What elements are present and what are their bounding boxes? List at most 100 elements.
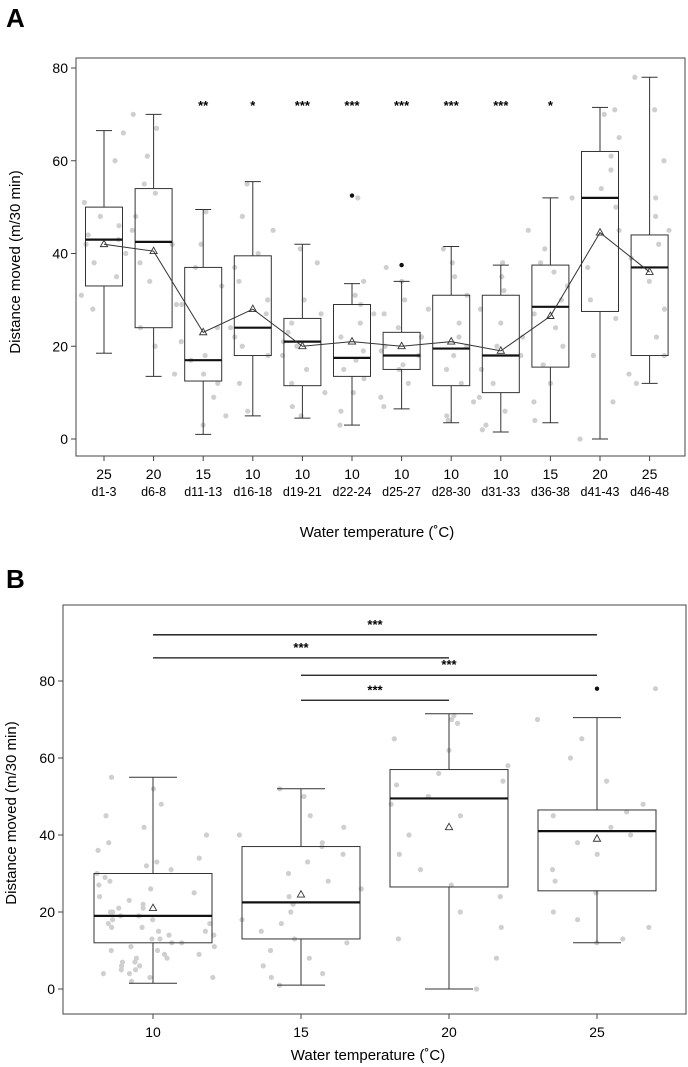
data-point (106, 840, 112, 846)
data-point (620, 936, 626, 942)
data-point (141, 824, 147, 830)
data-point (542, 246, 548, 252)
box-iqr (184, 266, 223, 382)
mean-trend-line (103, 231, 650, 352)
data-point (314, 260, 320, 266)
data-point (371, 311, 377, 317)
data-point (476, 394, 482, 400)
data-point (297, 246, 303, 252)
data-point (203, 832, 210, 838)
comparison-label: *** (367, 682, 383, 697)
data-point (107, 878, 113, 884)
data-point (133, 213, 139, 219)
data-point (301, 793, 307, 800)
data-point (444, 413, 450, 419)
mean-marker (149, 246, 158, 255)
data-point (360, 348, 366, 354)
data-point (594, 851, 600, 857)
data-point (525, 227, 531, 233)
data-point (164, 955, 170, 961)
data-point (640, 801, 646, 807)
data-point (505, 763, 511, 769)
data-point (147, 278, 153, 284)
data-point (549, 867, 556, 873)
data-point (132, 967, 139, 973)
data-point (263, 311, 269, 317)
data-point (152, 190, 158, 196)
data-point (90, 306, 96, 312)
data-point (153, 125, 160, 131)
data-point (560, 343, 566, 349)
data-point (610, 399, 616, 405)
data-point (223, 413, 229, 419)
data-point (118, 963, 125, 969)
data-point (613, 315, 619, 322)
box-iqr (283, 317, 322, 387)
data-point (236, 278, 242, 284)
data-point (569, 195, 575, 201)
data-point (497, 894, 503, 900)
data-point (294, 343, 300, 349)
data-point (120, 130, 126, 136)
mean-marker (592, 833, 602, 842)
comparison-label: *** (293, 640, 309, 655)
data-point (215, 380, 221, 386)
x-tick-label: 10 (493, 466, 509, 482)
data-point (289, 380, 295, 386)
data-point (81, 199, 87, 206)
mean-marker (298, 341, 307, 350)
data-point (244, 181, 250, 187)
data-point (574, 917, 581, 923)
data-point (178, 339, 184, 345)
data-point (558, 297, 564, 303)
panel-a-mean-line (103, 231, 650, 352)
data-point (499, 274, 505, 280)
data-point (161, 951, 168, 957)
data-point (587, 297, 594, 303)
significance-label: *** (394, 98, 410, 113)
data-point (378, 394, 384, 400)
data-point (361, 376, 367, 382)
data-point (141, 181, 147, 187)
data-point (150, 917, 156, 923)
x-subtick-label: d6-8 (141, 485, 166, 499)
x-tick-label: 10 (394, 466, 410, 482)
data-point (357, 320, 363, 326)
data-point (653, 195, 659, 201)
data-point (577, 436, 583, 442)
y-tick-label: 20 (39, 904, 55, 920)
data-point (239, 213, 245, 219)
data-point (440, 246, 446, 252)
mean-marker (444, 822, 454, 831)
box-iqr (581, 150, 619, 312)
panel-b-y-axis: 0 20 40 60 80 (39, 673, 63, 997)
data-point (320, 971, 326, 977)
data-point (118, 967, 124, 973)
box-iqr (432, 294, 471, 387)
panel-a-y-axis-title: Distance moved (m/30 min) (7, 170, 24, 353)
data-point (531, 311, 537, 317)
data-point (355, 195, 361, 201)
data-point (646, 924, 652, 931)
data-point (109, 924, 115, 931)
mean-marker (99, 239, 109, 248)
significance-label: *** (493, 98, 509, 113)
data-point (201, 371, 207, 377)
data-point (388, 801, 394, 807)
significance-label: * (250, 98, 256, 113)
data-point (91, 260, 97, 266)
data-point (579, 736, 585, 742)
data-point (451, 713, 457, 719)
data-point (196, 855, 202, 861)
data-point (633, 380, 640, 386)
data-point (166, 932, 172, 938)
box-iqr (531, 264, 570, 368)
data-point (236, 380, 243, 386)
data-point (449, 260, 455, 266)
data-point (319, 840, 325, 846)
significance-label: *** (444, 98, 460, 113)
data-point (258, 928, 264, 934)
panel-a-significance: ** * *** *** *** *** *** * (198, 98, 554, 113)
data-point (395, 325, 401, 331)
